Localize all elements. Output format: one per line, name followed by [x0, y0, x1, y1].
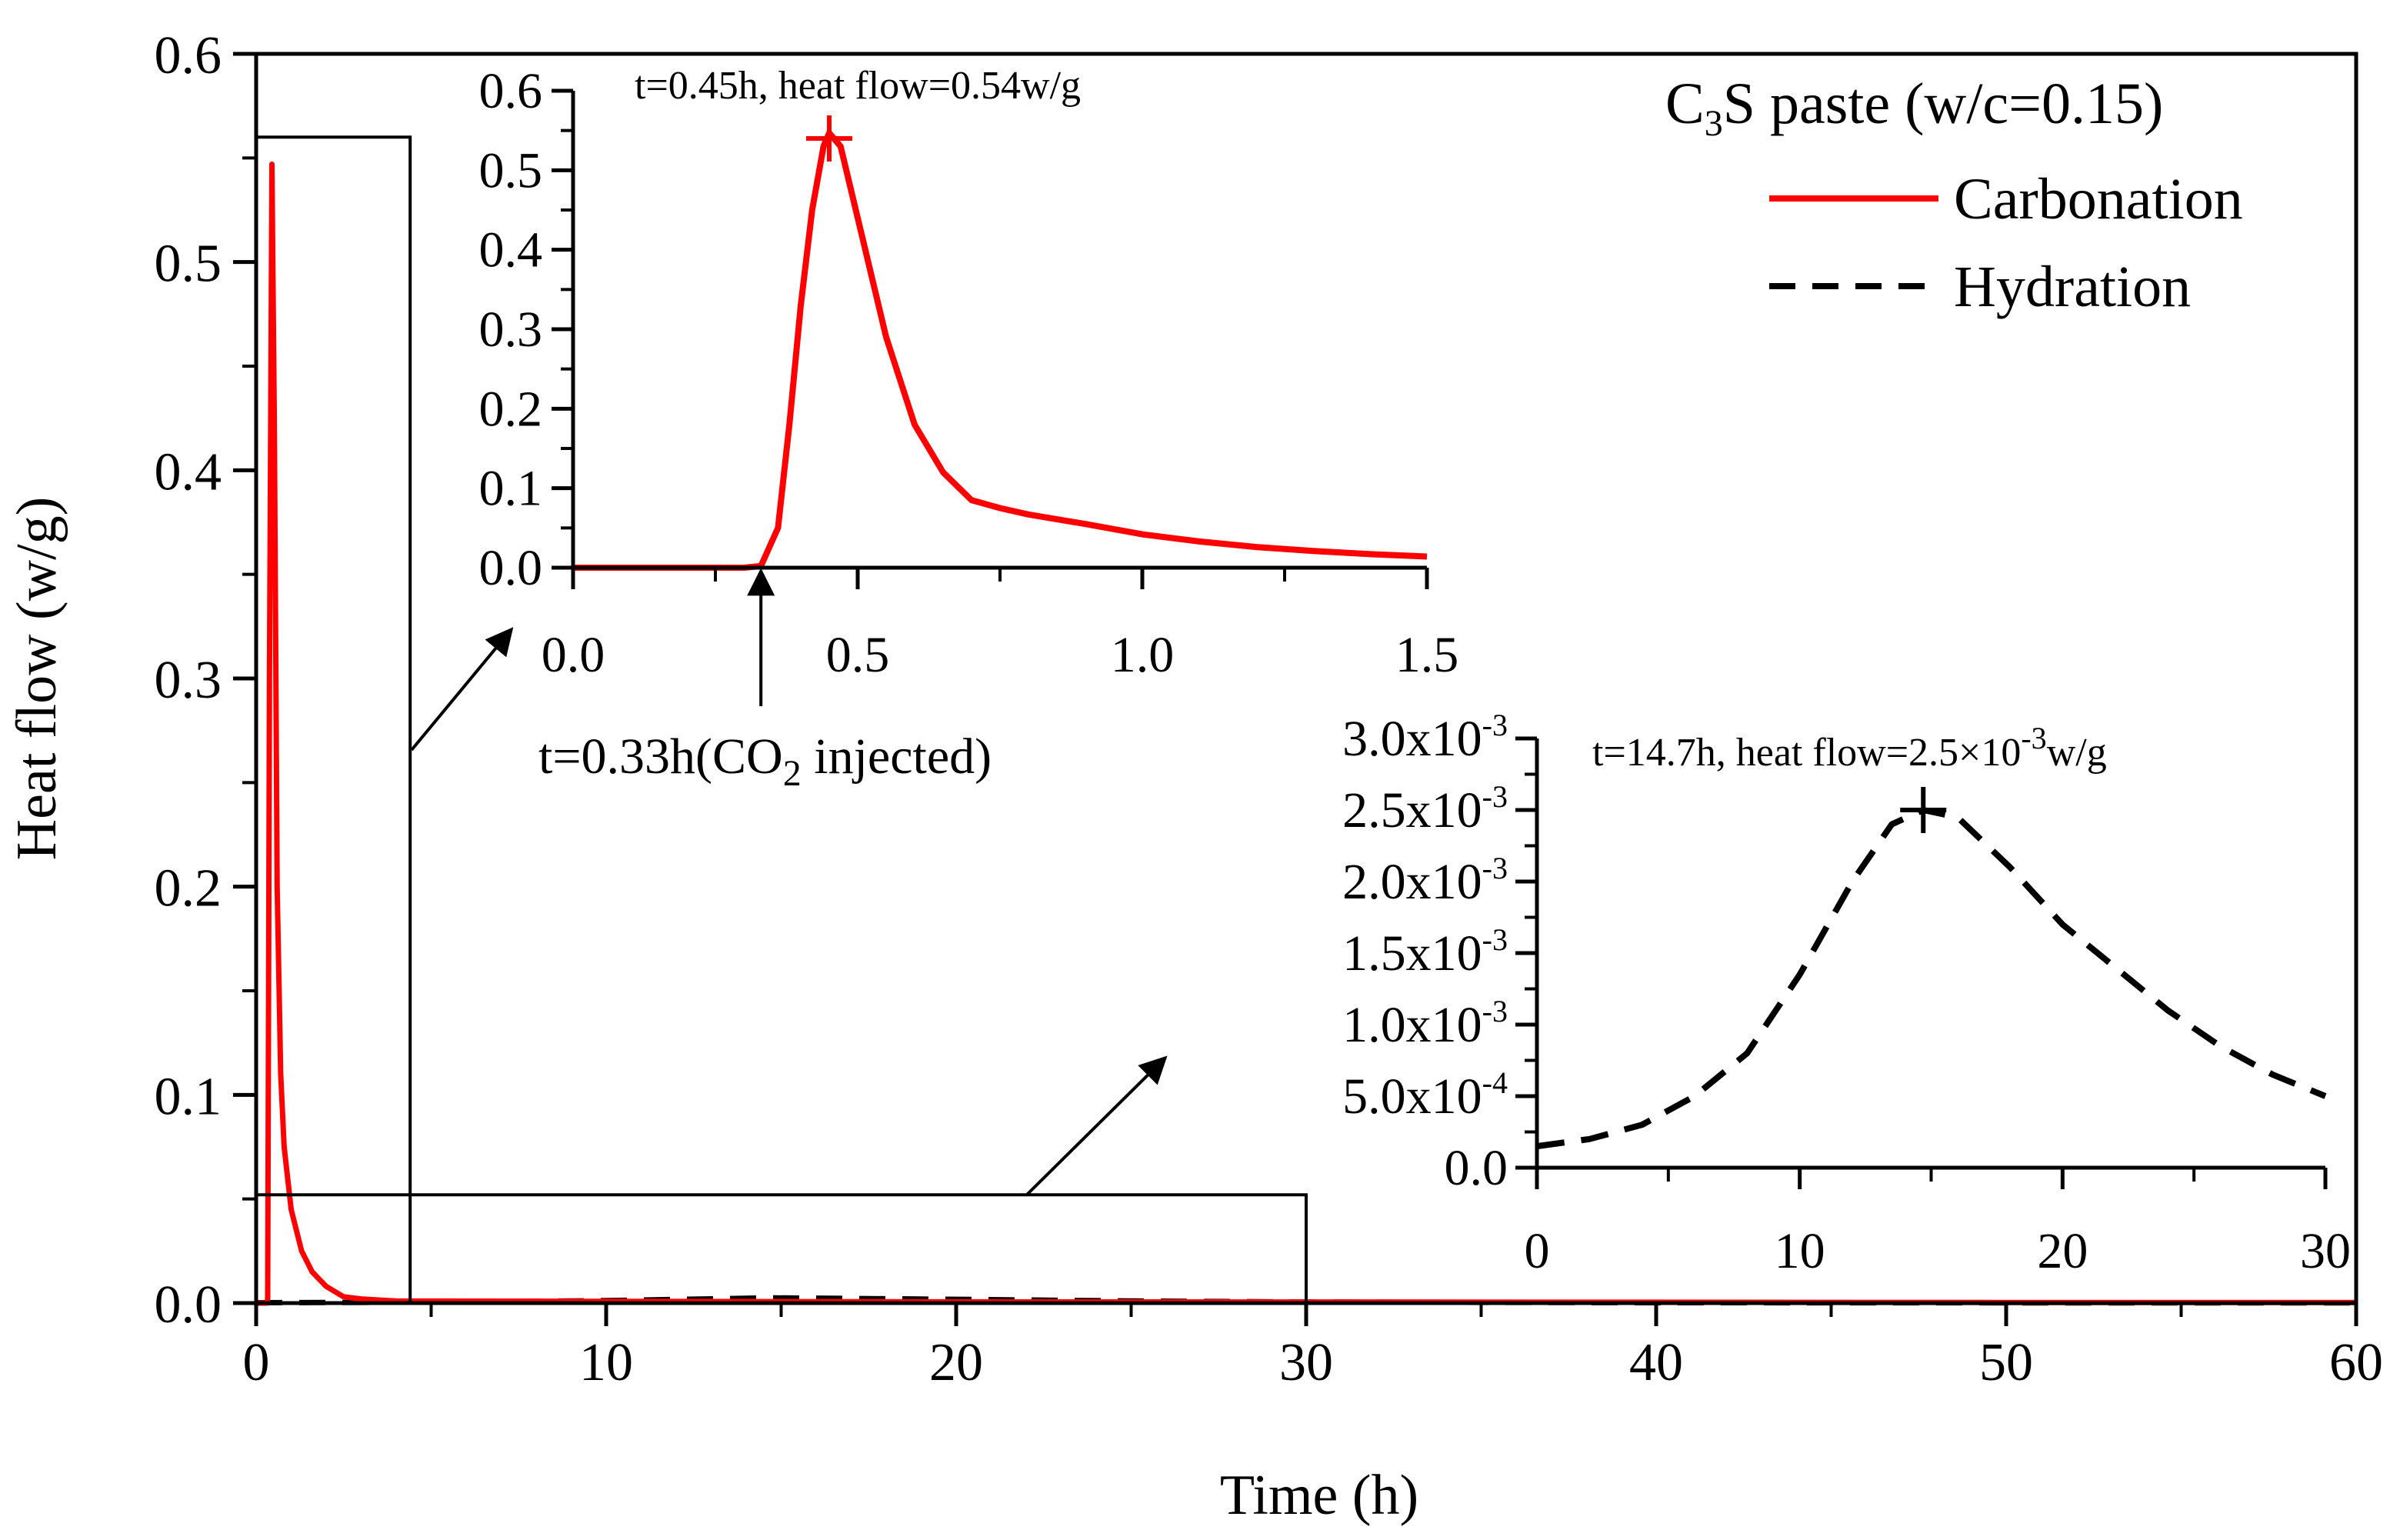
- inset-hydration-y-tick-label: 2.0x10-3: [1342, 851, 1508, 910]
- connector-arrow-carbonation: [410, 627, 514, 752]
- inset-hydration-y-tick-label: 2.5x10-3: [1342, 779, 1508, 838]
- inset-carbonation-x-tick-label: 0.5: [826, 627, 890, 683]
- main-y-tick-label: 0.2: [155, 859, 222, 918]
- main-y-tick-label: 0.4: [155, 442, 222, 502]
- inset-hydration-bg: [1537, 746, 2325, 1168]
- legend-label-hydration: Hydration: [1954, 255, 2191, 319]
- main-x-tick-label: 30: [1279, 1333, 1333, 1392]
- inset-hydration-y-ticks: 0.05.0x10-41.0x10-31.5x10-32.0x10-32.5x1…: [1342, 708, 1537, 1196]
- inset-hydration-peak-label: t=14.7h, heat flow=2.5×10-3w/g: [1592, 721, 2107, 775]
- inset-carbonation-y-tick-label: 0.2: [479, 381, 543, 437]
- main-y-tick-label: 0.0: [155, 1275, 222, 1335]
- inset-carbonation-y-tick-label: 0.1: [479, 461, 543, 517]
- inset-hydration-y-tick-mantissa: 2.0x10: [1342, 854, 1482, 910]
- inset-hydration-y-tick-label: 0.0: [1445, 1140, 1508, 1196]
- main-y-tick-label: 0.3: [155, 651, 222, 710]
- inset-hydration-y-tick-mantissa: 1.5x10: [1342, 925, 1482, 982]
- inset-carbonation: 0.0 0.5 1.0 1.5 0.0 0.1 0.2 0.3 0.4 0.5 0.6 t=0.4…: [479, 63, 1459, 794]
- main-x-tick-label: 10: [579, 1333, 633, 1392]
- inset-hydration-y-tick-mantissa: 0.0: [1445, 1140, 1508, 1196]
- zoom-box-2: [255, 1193, 1308, 1305]
- inset-carbonation-y-tick-label: 0.6: [479, 63, 543, 119]
- inset-hydration-y-tick-mantissa: 3.0x10: [1342, 711, 1482, 767]
- inset-hydration-y-tick-exponent: -3: [1482, 708, 1508, 742]
- inset-carbonation-y-tick-label: 0.3: [479, 302, 543, 358]
- inset-hydration-x-tick-label: 10: [1775, 1223, 1825, 1279]
- inset-hydration-y-tick-exponent: -3: [1482, 922, 1508, 957]
- inset-hydration-y-tick-exponent: -4: [1482, 1065, 1508, 1100]
- inset-hydration-peak-label-exp: -3: [2021, 721, 2046, 755]
- inset-carbonation-series-carbonation: [573, 129, 1428, 571]
- inset-hydration-peak-label-part2: w/g: [2047, 731, 2107, 775]
- inset-hydration-y-tick-label: 5.0x10-4: [1342, 1065, 1508, 1125]
- inset-hydration: 0 10 20 30 0.05.0x10-41.0x10-31.5x10-32.0x1…: [1342, 708, 2351, 1279]
- inset-hydration-x-ticks: 0 10 20 30: [1525, 1168, 2351, 1279]
- main-y-tick-label: 0.5: [155, 235, 222, 294]
- legend-title: C3S paste (w/c=0.15): [1665, 72, 2163, 144]
- inset-hydration-y-tick-exponent: -3: [1482, 779, 1508, 814]
- inset-carbonation-peak-marker: [806, 115, 852, 162]
- inset-hydration-y-tick-label: 3.0x10-3: [1342, 708, 1508, 767]
- legend-title-subscript: 3: [1705, 103, 1723, 144]
- inset-carbonation-bg: [573, 91, 1427, 568]
- inset-carbonation-y-ticks: 0.0 0.1 0.2 0.3 0.4 0.5 0.6: [479, 63, 573, 596]
- inset-hydration-x-tick-label: 20: [2037, 1223, 2088, 1279]
- inset-hydration-y-tick-mantissa: 5.0x10: [1342, 1068, 1482, 1125]
- inset-hydration-y-tick-mantissa: 1.0x10: [1342, 997, 1482, 1053]
- zoom-box-1: [255, 135, 412, 1305]
- main-x-tick-label: 0: [243, 1333, 270, 1392]
- co2-injection-label-part1: t=0.33h(CO: [538, 728, 783, 785]
- legend: C3S paste (w/c=0.15) Carbonation Hydrati…: [1665, 72, 2243, 319]
- inset-hydration-x-tick-label: 30: [2300, 1223, 2351, 1279]
- main-x-axis-title: Time (h): [1220, 1464, 1418, 1527]
- main-x-tick-label: 40: [1629, 1333, 1683, 1392]
- main-y-ticks: 0.0 0.1 0.2 0.3 0.4 0.5 0.6: [155, 26, 256, 1335]
- inset-carbonation-peak-label: t=0.45h, heat flow=0.54w/g: [635, 64, 1081, 108]
- inset-carbonation-series: [573, 129, 1428, 571]
- main-x-tick-label: 60: [2329, 1333, 2383, 1392]
- main-y-tick-label: 0.1: [155, 1067, 222, 1126]
- inset-carbonation-x-tick-label: 0.0: [542, 627, 605, 683]
- inset-hydration-y-tick-label: 1.0x10-3: [1342, 994, 1508, 1053]
- co2-injection-label-subscript: 2: [783, 753, 802, 794]
- main-chart: 0 10 20 30 40 50 60 0.00.10.20.30.40.50.6 Time…: [5, 26, 2383, 1527]
- inset-hydration-y-tick-mantissa: 2.5x10: [1342, 782, 1482, 838]
- inset-carbonation-x-tick-label: 1.5: [1395, 627, 1459, 683]
- main-x-ticks: 0 10 20 30 40 50 60: [243, 1303, 2383, 1392]
- legend-title-part-rest: S paste (w/c=0.15): [1723, 72, 2164, 136]
- co2-injection-label: t=0.33h(CO2 injected): [538, 728, 992, 794]
- inset-hydration-y-tick-exponent: -3: [1482, 994, 1508, 1028]
- inset-carbonation-y-tick-label: 0.5: [479, 142, 543, 198]
- legend-label-carbonation: Carbonation: [1954, 167, 2243, 232]
- inset-hydration-peak-label-part1: t=14.7h, heat flow=2.5×10: [1592, 731, 2021, 775]
- co2-injection-label-part2: injected): [802, 728, 992, 785]
- main-x-tick-label: 20: [929, 1333, 983, 1392]
- legend-title-part-c: C: [1665, 72, 1705, 136]
- inset-carbonation-x-ticks: 0.0 0.5 1.0 1.5: [542, 568, 1459, 683]
- inset-carbonation-y-tick-label: 0.0: [479, 540, 543, 596]
- inset-hydration-y-tick-exponent: -3: [1482, 851, 1508, 885]
- inset-hydration-y-tick-label: 1.5x10-3: [1342, 922, 1508, 982]
- zoom-connectors: [410, 627, 1168, 1196]
- connector-arrow-hydration: [1025, 1055, 1168, 1196]
- inset-hydration-x-tick-label: 0: [1525, 1223, 1550, 1279]
- inset-hydration-peak-marker: [1900, 787, 1947, 833]
- main-y-tick-label: 0.6: [155, 26, 222, 85]
- inset-carbonation-x-tick-label: 1.0: [1111, 627, 1175, 683]
- main-y-axis-title: Heat flow (w/g): [5, 497, 68, 861]
- main-x-tick-label: 50: [1979, 1333, 2033, 1392]
- inset-carbonation-y-tick-label: 0.4: [479, 222, 543, 278]
